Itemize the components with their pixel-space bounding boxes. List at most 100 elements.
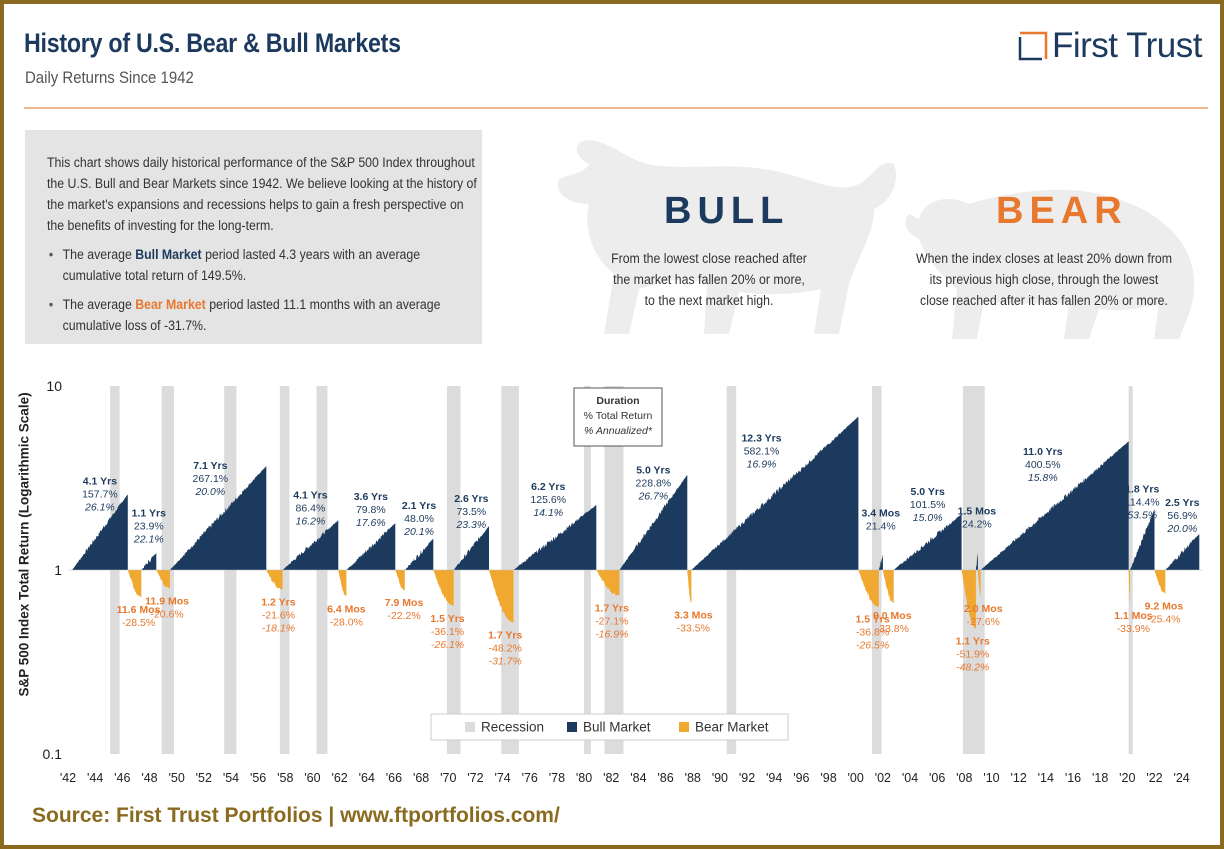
bear-average-bullet: The average Bear Market period lasted 11… [47,294,470,336]
bull-bear-chart: 10 1 0.1 '42 '44 '46 '48 '50 '52 '54 '56 '58 '60 '62 '… [43,378,1202,784]
x-tick-label: '70 [440,771,456,784]
logo-mark-icon [1018,31,1048,61]
bull-market-area [878,554,883,570]
bull-market-area [975,552,978,570]
intro-paragraph: This chart shows daily historical perfor… [47,155,477,233]
bear-market-highlight: Bear Market [135,297,206,312]
bear-market-area [596,570,620,596]
bull-annualized-label: 20.1% [403,526,434,538]
bull-annualized-label: 14.1% [533,507,563,519]
x-tick-label: '82 [603,771,619,784]
bear-annualized-label: -26.5% [856,640,889,652]
bull-annualized-label: 53.5% [1127,509,1157,521]
bear-duration-label: 1.7 Yrs [488,630,522,642]
bull-return-label: 400.5% [1025,459,1061,471]
bear-duration-label: 9.0 Mos [873,610,912,622]
bull-return-label: 267.1% [193,473,229,485]
bull-duration-label: 2.6 Yrs [454,493,488,505]
bear-return-label: -21.6% [262,609,295,621]
bull-return-label: 56.9% [1167,510,1197,522]
bear-duration-label: 11.6 Mos [117,604,161,616]
bullet-text: period lasted 4.3 years with an average … [62,247,421,283]
x-tick-label: '86 [657,771,673,784]
x-tick-label: '74 [494,771,510,784]
bear-return-label: -22.2% [387,610,420,622]
bull-return-label: 86.4% [296,503,326,515]
bull-return-label: 79.8% [356,504,386,516]
bull-return-label: 101.5% [910,499,946,511]
bear-annualized-label: -16.9% [595,628,628,640]
bear-return-label: -36.8% [856,627,889,639]
bull-market-area [691,416,859,570]
bull-duration-label: 4.1 Yrs [293,490,327,502]
y-tick-label: 1 [54,562,62,578]
bear-duration-label: 1.5 Yrs [430,613,464,625]
bull-duration-label: 6.2 Yrs [531,481,565,493]
x-tick-label: '78 [549,771,565,784]
bull-market-area [282,520,339,570]
bear-definition-line: When the index closes at least 20% down … [915,251,1173,266]
bull-annualized-label: 26.7% [637,491,668,503]
bullet-text: period lasted 11.1 months with an averag… [62,297,441,333]
bull-definition-line: From the lowest close reached after [611,251,807,266]
bull-annualized-label: 26.1% [84,501,115,513]
y-tick-label: 0.1 [43,746,63,762]
x-tick-label: '42 [60,771,76,784]
x-tick-label: '92 [739,771,755,784]
bear-market-area [1128,570,1130,604]
bull-annualized-label: 22.1% [133,534,164,546]
bear-annualized-label: -26.1% [431,639,464,651]
bear-duration-label: 1.5 Yrs [855,614,889,626]
x-tick-label: '66 [386,771,402,784]
bull-market-area [893,514,962,570]
bear-definition-line: its previous high close, through the low… [929,272,1159,287]
bull-duration-label: 5.0 Yrs [636,465,670,477]
x-tick-label: '68 [413,771,429,784]
x-tick-label: '06 [929,771,945,784]
bear-duration-label: 1.1 Yrs [956,635,990,647]
bull-return-label: 24.2% [962,519,992,531]
x-tick-label: '98 [820,771,836,784]
bull-return-label: 21.4% [866,521,896,533]
legend-bear-market-label: Bear Market [695,720,769,735]
bull-duration-label: 1.5 Mos [958,506,997,518]
bear-duration-label: 2.0 Mos [964,603,1003,615]
bull-definition-line: to the next market high. [644,293,774,308]
x-tick-label: '54 [223,771,239,784]
bull-annualized-label: 20.0% [194,486,225,498]
bear-market-area [489,570,514,623]
bear-market-area [395,570,405,591]
bull-duration-label: 4.1 Yrs [83,475,117,487]
bear-duration-label: 1.7 Yrs [595,602,629,614]
x-tick-label: '60 [304,771,320,784]
bear-return-label: -27.1% [595,615,628,627]
x-tick-label: '72 [467,771,483,784]
bull-annualized-label: 20.0% [1166,523,1197,535]
x-tick-label: '00 [848,771,864,784]
x-tick-label: '64 [359,771,375,784]
bull-annualized-label: 23.3% [455,519,486,531]
bull-market-highlight: Bull Market [135,247,202,262]
x-tick-label: '20 [1119,771,1135,784]
x-tick-label: '50 [168,771,184,784]
bear-return-label: -28.5% [122,617,155,629]
x-tick-label: '22 [1146,771,1162,784]
legend-bear-market-swatch [679,722,689,732]
intro-panel: This chart shows daily historical perfor… [25,130,482,344]
y-tick-label: 10 [46,378,62,394]
bull-average-bullet: The average Bull Market period lasted 4.… [47,244,470,286]
bull-market-area [453,526,489,570]
bull-market-area [619,474,688,570]
bear-definition-line: close reached after it has fallen 20% or… [920,293,1168,308]
bear-market-area [156,570,170,589]
bull-market-area [346,523,396,570]
bear-market-area [127,570,142,597]
bullet-text: The average [62,297,136,312]
x-tick-label: '96 [793,771,809,784]
bear-market-area [1154,570,1166,594]
bear-market-area [687,570,692,603]
bull-duration-label: 12.3 Yrs [741,433,781,445]
bull-return-label: 157.7% [82,488,118,500]
x-tick-label: '14 [1038,771,1054,784]
